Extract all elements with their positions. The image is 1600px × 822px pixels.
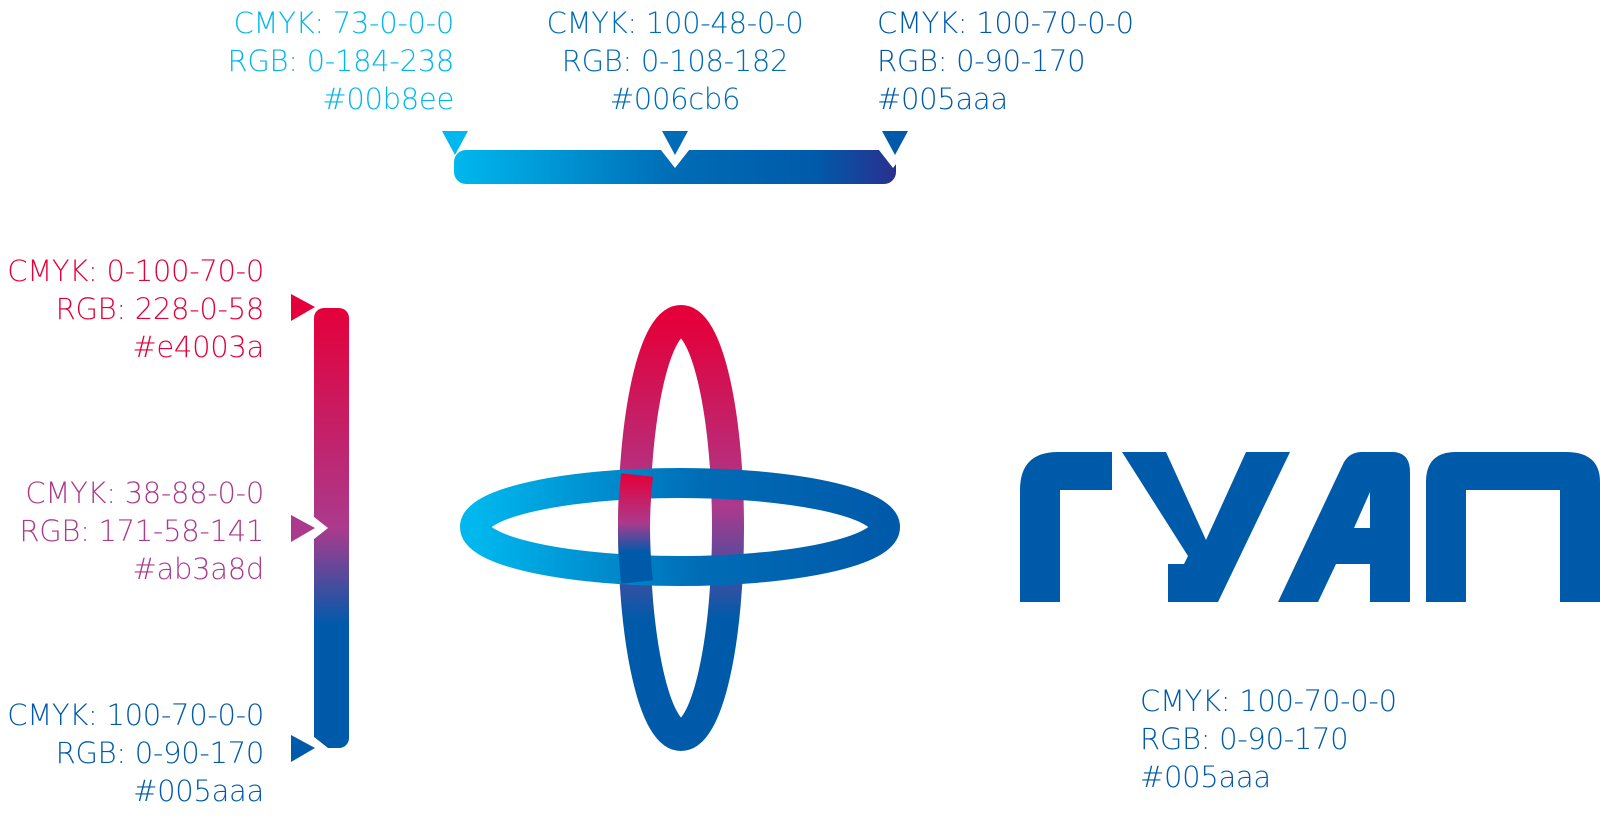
hstop-2-notch (657, 145, 693, 168)
vertical-gradient-fill (314, 308, 349, 748)
vstop-2-marker-icon (291, 515, 315, 542)
letter-g (1020, 452, 1112, 602)
hstop-2-label: CMYK: 100-48-0-0 RGB: 0-108-182 #006cb6 (535, 4, 815, 118)
vstop-2-notch (304, 509, 328, 547)
hstop-1-label: CMYK: 73-0-0-0 RGB: 0-184-238 #00b8ee (200, 4, 455, 118)
vstop-3-notch (304, 729, 328, 767)
horizontal-gradient-bar (430, 122, 930, 202)
vstop-3-cmyk: CMYK: 100-70-0-0 (7, 698, 264, 732)
horizontal-ring (460, 468, 900, 586)
vstop-3-hex: #005aaa (133, 774, 264, 808)
hstop-3-marker-icon (882, 131, 908, 155)
hstop-3-label: CMYK: 100-70-0-0 RGB: 0-90-170 #005aaa (877, 4, 1157, 118)
letter-a (1278, 452, 1410, 602)
vstop-1-label: CMYK: 0-100-70-0 RGB: 228-0-58 #e4003a (0, 252, 264, 366)
vstop-2-hex: #ab3a8d (132, 552, 265, 586)
wordmark-letters (1020, 452, 1600, 602)
hstop-1-cmyk: CMYK: 73-0-0-0 (233, 6, 455, 40)
wordmark-logo (1020, 452, 1600, 622)
hstop-3-hex: #005aaa (877, 82, 1008, 116)
wordmark-hex: #005aaa (1140, 760, 1271, 794)
hstop-1-marker-icon (442, 131, 468, 155)
hstop-3-notch (875, 145, 911, 168)
vstop-3-label: CMYK: 100-70-0-0 RGB: 0-90-170 #005aaa (0, 696, 264, 810)
vstop-3-rgb: RGB: 0-90-170 (55, 736, 265, 770)
vstop-2-cmyk: CMYK: 38-88-0-0 (25, 476, 264, 510)
vstop-2-rgb: RGB: 171-58-141 (19, 514, 264, 548)
letter-u (1122, 452, 1290, 602)
hstop-2-hex: #006cb6 (609, 82, 741, 116)
vertical-ring-front (618, 473, 653, 584)
vstop-1-hex: #e4003a (132, 330, 264, 364)
vstop-2-label: CMYK: 38-88-0-0 RGB: 171-58-141 #ab3a8d (0, 474, 264, 588)
hstop-2-marker-icon (662, 131, 688, 155)
wordmark-rgb: RGB: 0-90-170 (1140, 722, 1349, 756)
hstop-2-rgb: RGB: 0-108-182 (561, 44, 789, 78)
vstop-1-marker-icon (291, 294, 315, 321)
hstop-1-rgb: RGB: 0-184-238 (227, 44, 455, 78)
vstop-1-cmyk: CMYK: 0-100-70-0 (7, 254, 264, 288)
hstop-3-rgb: RGB: 0-90-170 (877, 44, 1086, 78)
wordmark-color-label: CMYK: 100-70-0-0 RGB: 0-90-170 #005aaa (1140, 682, 1440, 796)
vstop-1-rgb: RGB: 228-0-58 (55, 292, 265, 326)
emblem-logo (455, 300, 915, 770)
hstop-2-cmyk: CMYK: 100-48-0-0 (546, 6, 804, 40)
letter-p (1426, 452, 1600, 602)
hstop-3-cmyk: CMYK: 100-70-0-0 (877, 6, 1134, 40)
wordmark-cmyk: CMYK: 100-70-0-0 (1140, 684, 1397, 718)
hstop-1-hex: #00b8ee (322, 82, 454, 116)
vertical-gradient-bar (282, 292, 362, 772)
vstop-3-marker-icon (291, 735, 315, 762)
